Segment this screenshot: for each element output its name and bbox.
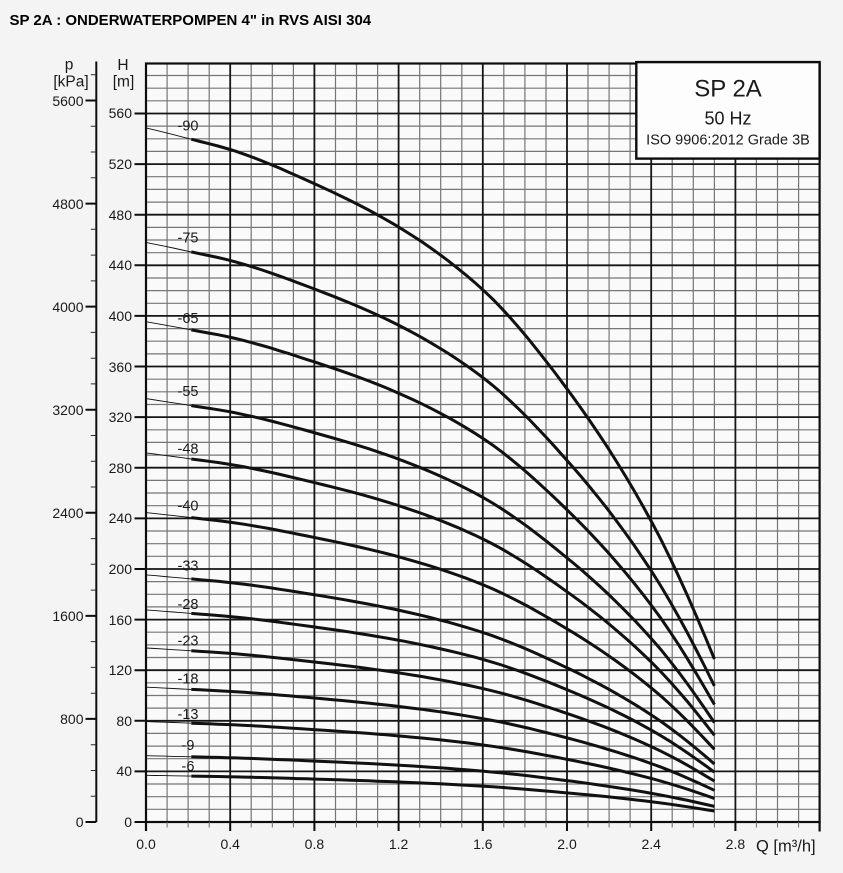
svg-text:-9: -9 xyxy=(182,738,195,754)
svg-text:40: 40 xyxy=(116,763,132,779)
svg-text:3200: 3200 xyxy=(52,402,83,418)
svg-text:560: 560 xyxy=(109,105,133,121)
svg-text:[m]: [m] xyxy=(113,74,135,91)
svg-text:-75: -75 xyxy=(178,231,199,247)
svg-text:SP 2A : ONDERWATERPOMPEN 4" in: SP 2A : ONDERWATERPOMPEN 4" in RVS AISI … xyxy=(10,12,372,29)
svg-text:2.4: 2.4 xyxy=(641,836,661,852)
svg-text:-13: -13 xyxy=(178,707,199,723)
svg-text:0: 0 xyxy=(76,814,84,830)
svg-text:-40: -40 xyxy=(178,498,199,514)
svg-text:4000: 4000 xyxy=(52,299,83,315)
svg-text:Q [m³/h]: Q [m³/h] xyxy=(756,838,816,856)
svg-text:-55: -55 xyxy=(178,384,199,400)
svg-text:-23: -23 xyxy=(178,634,199,650)
svg-text:120: 120 xyxy=(109,662,133,678)
svg-text:440: 440 xyxy=(109,257,133,273)
svg-text:320: 320 xyxy=(109,409,133,425)
svg-text:240: 240 xyxy=(109,510,133,526)
svg-text:H: H xyxy=(117,57,128,74)
svg-text:-18: -18 xyxy=(178,671,199,687)
svg-text:2.0: 2.0 xyxy=(557,836,577,852)
svg-text:1.6: 1.6 xyxy=(473,836,493,852)
svg-text:360: 360 xyxy=(109,359,133,375)
svg-text:400: 400 xyxy=(109,308,133,324)
svg-text:-48: -48 xyxy=(178,441,199,457)
svg-text:520: 520 xyxy=(109,156,133,172)
svg-text:0.0: 0.0 xyxy=(136,836,156,852)
svg-text:1600: 1600 xyxy=(52,608,83,624)
svg-text:160: 160 xyxy=(109,612,133,628)
svg-text:-28: -28 xyxy=(178,597,199,613)
svg-text:800: 800 xyxy=(60,711,84,727)
svg-text:280: 280 xyxy=(109,460,133,476)
svg-text:0.8: 0.8 xyxy=(305,836,325,852)
svg-text:-33: -33 xyxy=(178,559,199,575)
svg-text:p: p xyxy=(65,57,74,74)
svg-text:4800: 4800 xyxy=(52,196,83,212)
svg-text:SP 2A: SP 2A xyxy=(694,76,762,103)
svg-text:0: 0 xyxy=(124,814,132,830)
svg-text:-90: -90 xyxy=(178,118,199,134)
svg-text:ISO 9906:2012 Grade 3B: ISO 9906:2012 Grade 3B xyxy=(646,133,810,149)
svg-text:1.2: 1.2 xyxy=(389,836,409,852)
svg-text:2.8: 2.8 xyxy=(726,836,746,852)
svg-text:80: 80 xyxy=(116,713,132,729)
svg-text:50 Hz: 50 Hz xyxy=(704,109,751,129)
svg-text:480: 480 xyxy=(109,207,133,223)
svg-text:5600: 5600 xyxy=(52,93,83,109)
svg-text:[kPa]: [kPa] xyxy=(53,74,88,91)
svg-text:-6: -6 xyxy=(182,759,195,775)
svg-text:2400: 2400 xyxy=(52,505,83,521)
svg-text:-65: -65 xyxy=(178,311,199,327)
svg-text:0.4: 0.4 xyxy=(220,836,240,852)
svg-text:200: 200 xyxy=(109,561,133,577)
